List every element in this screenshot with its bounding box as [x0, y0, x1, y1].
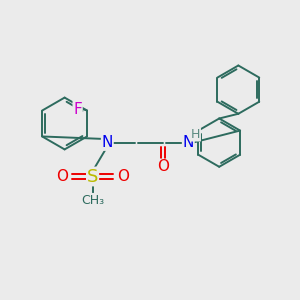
Text: CH₃: CH₃: [81, 194, 104, 207]
Text: N: N: [102, 135, 113, 150]
Text: N: N: [183, 135, 194, 150]
Text: O: O: [118, 169, 130, 184]
Text: F: F: [73, 102, 82, 117]
Text: S: S: [87, 167, 98, 185]
Text: H: H: [191, 128, 200, 141]
Text: O: O: [56, 169, 68, 184]
Text: O: O: [157, 159, 169, 174]
